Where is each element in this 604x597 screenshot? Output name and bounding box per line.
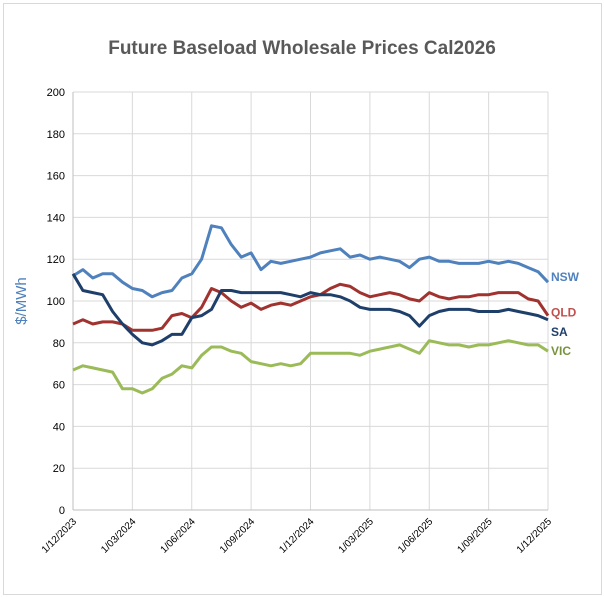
x-tick-label: 1/06/2024 — [159, 516, 199, 556]
series-label-sa: SA — [551, 325, 568, 339]
chart-title: Future Baseload Wholesale Prices Cal2026 — [108, 38, 496, 59]
y-tick-label: 180 — [47, 129, 65, 141]
series-line-nsw — [72, 224, 550, 299]
y-axis-title: $/MWh — [13, 277, 30, 325]
series-label-vic: VIC — [551, 344, 571, 358]
series-line-qld — [72, 282, 550, 332]
series-line-vic — [72, 339, 549, 395]
y-tick-label: 80 — [53, 338, 65, 350]
y-tick-label: 120 — [47, 254, 65, 266]
x-tick-label: 1/03/2025 — [337, 516, 377, 556]
series-label-qld: QLD — [551, 306, 577, 320]
y-tick-label: 160 — [47, 171, 65, 183]
x-tick-label: 1/09/2024 — [218, 516, 258, 556]
x-tick-label: 1/12/2024 — [277, 516, 317, 556]
y-tick-label: 20 — [53, 463, 65, 475]
series-label-nsw: NSW — [551, 270, 580, 284]
series-line-sa — [71, 273, 549, 347]
y-tick-label: 0 — [59, 505, 65, 517]
x-tick-label: 1/12/2023 — [40, 516, 80, 556]
x-tick-label: 1/09/2025 — [456, 516, 496, 556]
y-tick-label: 200 — [47, 87, 65, 99]
x-tick-label: 1/06/2025 — [396, 516, 436, 556]
x-tick-label: 1/12/2025 — [515, 516, 555, 556]
y-tick-label: 60 — [53, 380, 65, 392]
y-tick-label: 100 — [47, 296, 65, 308]
y-tick-label: 40 — [53, 421, 65, 433]
y-tick-label: 140 — [47, 212, 65, 224]
x-tick-label: 1/03/2024 — [99, 516, 139, 556]
